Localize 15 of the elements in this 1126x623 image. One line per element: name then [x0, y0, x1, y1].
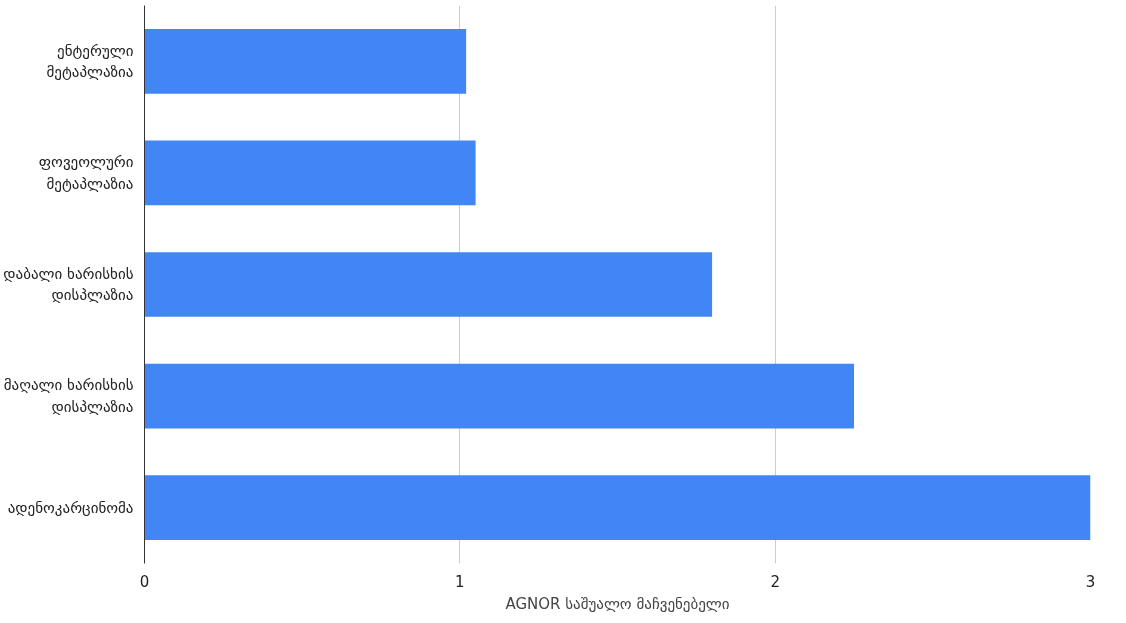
bar [144, 28, 467, 94]
x-axis-title: AGNOR საშუალო მაჩვენებელი [505, 594, 730, 613]
y-tick-label: ფოვეოლური მეტაპლაზია [38, 153, 134, 193]
y-tick-label: დაბალი ხარისხის დისპლაზია [3, 264, 134, 305]
x-tick-label: 0 [139, 572, 150, 591]
bar [144, 363, 854, 429]
x-tick-label: 2 [770, 572, 780, 591]
x-tick-label: 3 [1085, 572, 1096, 591]
bar [144, 140, 476, 206]
bar [144, 475, 1091, 541]
y-tick-label: მაღალი ხარისხის დისპლაზია [3, 376, 134, 416]
y-tick-label: ადენოკარცინომა [7, 498, 134, 517]
y-tick-label: ენტერული მეტაპლაზია [46, 41, 134, 82]
bar [144, 252, 713, 317]
x-tick-label: 1 [455, 572, 465, 591]
